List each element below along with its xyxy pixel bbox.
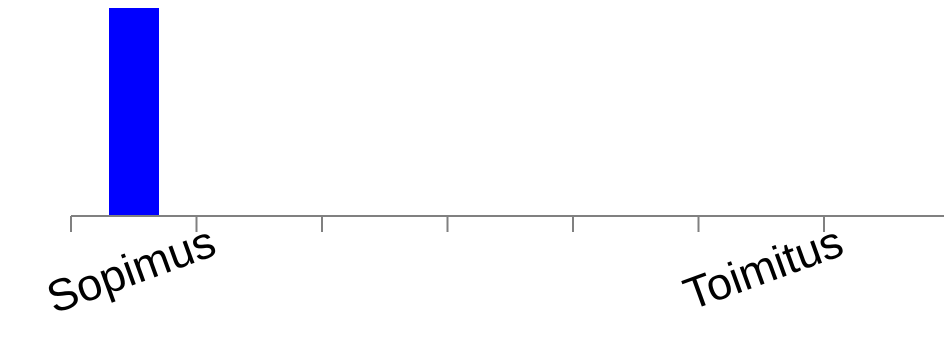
bar-sopimus [109,8,159,216]
x-tick-label-sopimus: Sopimus [40,215,222,323]
x-tick-label-toimitus: Toimitus [677,215,850,319]
x-tick-labels: Sopimus Toimitus [40,215,849,323]
x-axis [70,215,944,232]
bars-layer [109,8,159,216]
